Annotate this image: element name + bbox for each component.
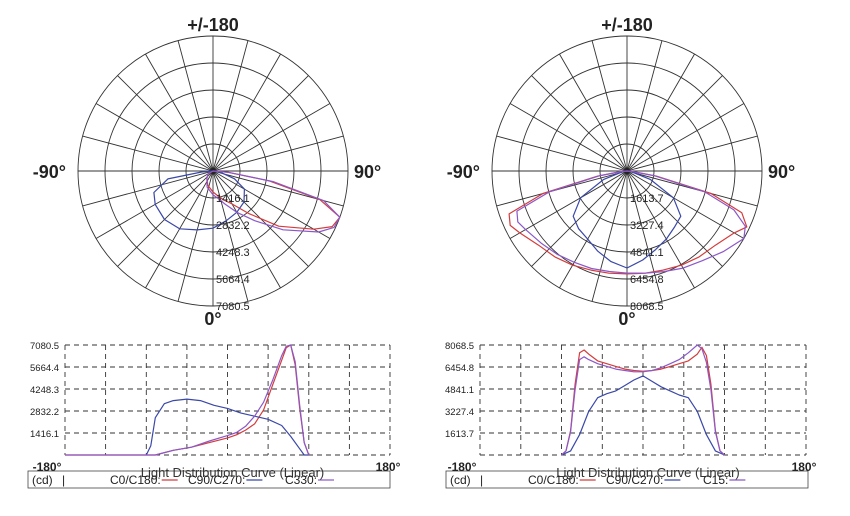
polar-top-label: +/-180: [187, 15, 239, 35]
legend-label-c3: C330:: [285, 473, 317, 487]
polar-ring-label: 6454.8: [630, 274, 664, 286]
polar-bottom-label: 0°: [618, 309, 635, 329]
linear-title: Light Distribution Curve (Linear): [556, 465, 740, 480]
linear-series-c90: [145, 398, 309, 456]
linear-x-min-label: -180°: [33, 460, 62, 474]
legend-box: [27, 470, 391, 489]
legend-box: [445, 470, 809, 489]
legend-label-c3: C15:: [703, 473, 728, 487]
polar-ring-label: 8068.5: [630, 301, 664, 313]
polar-ring-label: 3227.4: [630, 220, 664, 232]
polar-ring-label: 7080.5: [216, 301, 250, 313]
polar-series-c90: [153, 170, 245, 231]
linear-y-tick: 4248.3: [30, 385, 59, 396]
linear-y-tick: 2832.2: [30, 407, 59, 418]
legend-unit: (cd): [32, 473, 53, 487]
polar-right-label: 90°: [768, 162, 795, 182]
linear-y-tick: 1613.7: [445, 429, 474, 440]
polar-right-label: 90°: [354, 162, 381, 182]
linear-series-c3: [65, 344, 310, 456]
polar-ring-label: 1416.1: [216, 193, 250, 205]
legend-label-c90: C90/C270:: [188, 473, 245, 487]
polar-ring-label: 5664.4: [216, 274, 250, 286]
polar-ring-label: 1613.7: [630, 193, 664, 205]
polar-bottom-label: 0°: [204, 309, 221, 329]
polar-ring-label: 2832.2: [216, 220, 250, 232]
linear-series-c3: [561, 344, 725, 456]
legend-label-c0: C0/C180:: [110, 473, 161, 487]
polar-series-c3: [206, 170, 341, 233]
polar-ring-label: 4248.3: [216, 247, 250, 259]
polar-series-c3: [516, 170, 746, 274]
legend-unit: (cd): [450, 473, 471, 487]
legend-label-c90: C90/C270:: [606, 473, 663, 487]
legend-separator: |: [480, 473, 483, 487]
linear-y-tick: 7080.5: [30, 341, 59, 352]
chart-panel-2: [445, 35, 809, 489]
polar-left-label: -90°: [33, 162, 66, 182]
linear-y-tick: 8068.5: [445, 341, 474, 352]
linear-x-min-label: -180°: [448, 460, 477, 474]
chart-panel-1: [27, 35, 391, 489]
linear-y-tick: 3227.4: [445, 407, 474, 418]
polar-series-c90: [572, 170, 682, 269]
linear-y-tick: 1416.1: [30, 429, 59, 440]
polar-top-label: +/-180: [601, 15, 653, 35]
linear-y-tick: 6454.8: [445, 363, 474, 374]
linear-x-max-label: 180°: [376, 460, 401, 474]
linear-y-tick: 4841.1: [445, 385, 474, 396]
legend-separator: |: [62, 473, 65, 487]
polar-left-label: -90°: [447, 162, 480, 182]
linear-title: Light Distribution Curve (Linear): [141, 465, 325, 480]
polar-ring-label: 4841.1: [630, 247, 664, 259]
legend-label-c0: C0/C180:: [528, 473, 579, 487]
linear-x-max-label: 180°: [792, 460, 817, 474]
polar-series-c0: [508, 170, 748, 275]
linear-y-tick: 5664.4: [30, 363, 59, 374]
linear-series-c90: [561, 375, 725, 456]
